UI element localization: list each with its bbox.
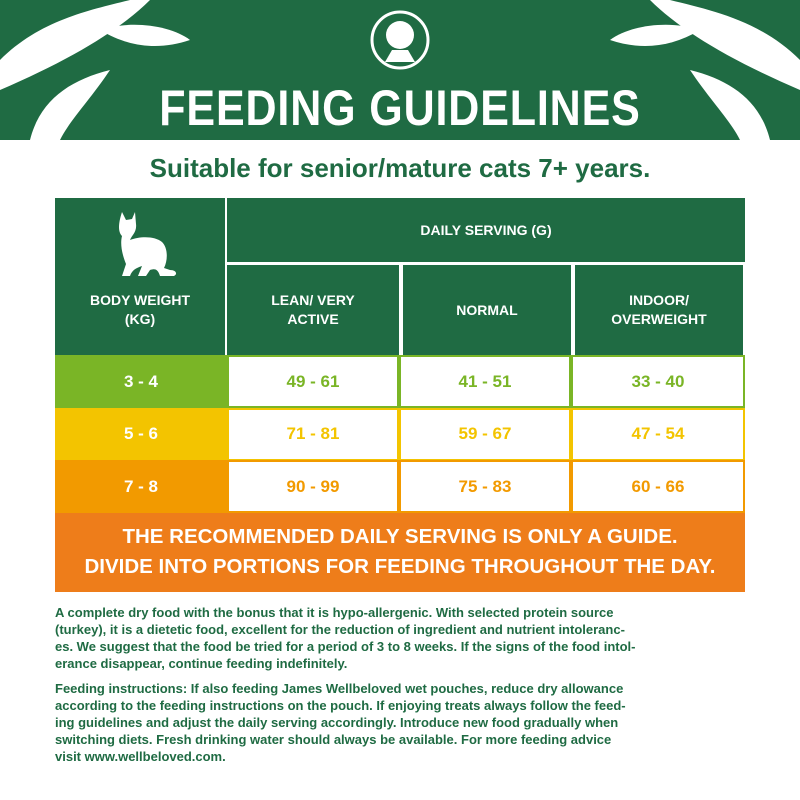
serving-cell: 90 - 99 [227, 460, 399, 513]
serving-cell: 59 - 67 [399, 407, 571, 461]
serving-cell: 71 - 81 [227, 407, 399, 461]
corner-header-text: BODY WEIGHT (KG) [89, 292, 191, 327]
paragraph-line: es. We suggest that the food be tried fo… [55, 639, 636, 654]
paragraph-line: erance disappear, continue feeding indef… [55, 656, 348, 671]
group-header: DAILY SERVING (G) [227, 198, 745, 262]
title: FEEDING GUIDELINES [159, 80, 641, 136]
cat-icon [119, 212, 177, 276]
subtitle: Suitable for senior/mature cats 7+ years… [149, 153, 651, 183]
banner: THE RECOMMENDED DAILY SERVING IS ONLY A … [55, 512, 745, 592]
column-header: LEAN/ VERY ACTIVE [227, 265, 399, 355]
paragraph-line: visit www.wellbeloved.com. [55, 749, 226, 764]
paragraph-line: switching diets. Fresh drinking water sh… [55, 732, 612, 747]
weight-cell: 3 - 4 [55, 355, 227, 408]
paragraph-line: according to the feeding instructions on… [55, 698, 626, 713]
weight-cell: 7 - 8 [55, 460, 227, 513]
paragraph-line: ing guidelines and adjust the daily serv… [55, 715, 619, 730]
column-header: INDOOR/ OVERWEIGHT [573, 265, 743, 355]
decoration [0, 0, 800, 140]
serving-cell: 75 - 83 [399, 460, 571, 513]
paragraph-line: A complete dry food with the bonus that … [55, 605, 614, 620]
corner-header: BODY WEIGHT (KG) [55, 198, 225, 355]
banner-line: DIVIDE INTO PORTIONS FOR FEEDING THROUGH… [84, 555, 716, 578]
weight-cell: 5 - 6 [55, 407, 227, 461]
banner-line: THE RECOMMENDED DAILY SERVING IS ONLY A … [122, 525, 678, 548]
paragraph-line: Feeding instructions: If also feeding Ja… [55, 681, 624, 696]
serving-cell: 33 - 40 [571, 355, 745, 408]
column-header: NORMAL [401, 265, 571, 355]
paragraph-line: (turkey), it is a dietetic food, excelle… [55, 622, 625, 637]
serving-cell: 41 - 51 [399, 355, 571, 408]
serving-cell: 49 - 61 [227, 355, 399, 408]
serving-cell: 60 - 66 [571, 460, 745, 513]
serving-cell: 47 - 54 [571, 407, 745, 461]
